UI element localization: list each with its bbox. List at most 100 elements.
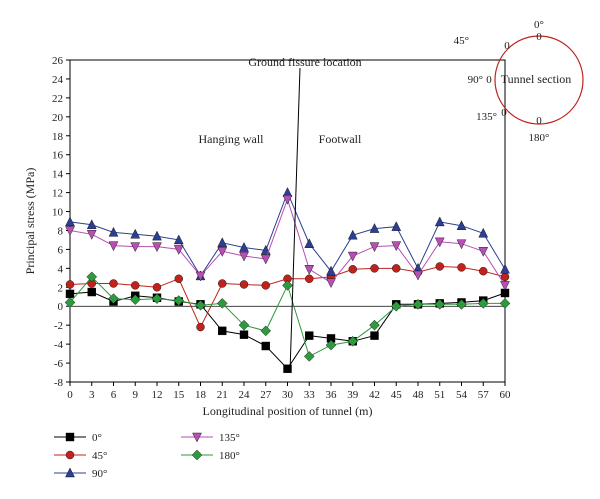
y-tick-label: 22 bbox=[52, 93, 63, 105]
data-point bbox=[456, 239, 467, 250]
angle-label-45: 45° bbox=[454, 35, 469, 47]
x-tick-label: 18 bbox=[195, 389, 207, 401]
data-point bbox=[304, 238, 315, 248]
data-point bbox=[217, 237, 228, 247]
data-point bbox=[500, 263, 510, 274]
y-tick-label: 18 bbox=[52, 131, 64, 143]
x-tick-label: 36 bbox=[326, 389, 338, 401]
data-point bbox=[173, 295, 185, 306]
legend-marker bbox=[65, 467, 75, 478]
data-point bbox=[370, 331, 379, 340]
data-point bbox=[65, 280, 75, 289]
x-tick-label: 21 bbox=[217, 389, 228, 401]
data-point bbox=[152, 242, 162, 253]
x-tick-label: 24 bbox=[239, 389, 251, 401]
data-point bbox=[86, 219, 97, 229]
fissure-location-label: Ground fissure location bbox=[248, 55, 361, 69]
x-tick-label: 48 bbox=[413, 389, 425, 401]
y-axis-title: Principal stress (MPa) bbox=[23, 168, 37, 275]
data-point bbox=[370, 264, 379, 273]
x-tick-label: 15 bbox=[173, 389, 185, 401]
tunnel-section-label: Tunnel section bbox=[501, 72, 572, 86]
data-point bbox=[326, 278, 336, 289]
x-tick-label: 6 bbox=[111, 389, 117, 401]
angle-label-90: 90° bbox=[468, 74, 483, 86]
zero-mark-90: 0 bbox=[486, 74, 492, 86]
data-point bbox=[238, 319, 250, 331]
legend-label: 45° bbox=[92, 450, 107, 462]
data-point bbox=[456, 220, 467, 230]
data-point bbox=[64, 297, 76, 308]
x-tick-label: 9 bbox=[133, 389, 139, 401]
y-tick-label: 0 bbox=[58, 301, 64, 313]
data-point bbox=[65, 289, 75, 299]
zero-mark-180: 0 bbox=[536, 115, 542, 127]
data-point bbox=[86, 230, 97, 240]
data-point bbox=[239, 242, 249, 252]
angle-label-0: 0° bbox=[534, 19, 544, 31]
data-point bbox=[500, 272, 510, 282]
data-point bbox=[173, 245, 184, 255]
data-point bbox=[477, 298, 489, 309]
data-point bbox=[434, 299, 446, 310]
footwall-label: Footwall bbox=[319, 132, 362, 146]
data-point bbox=[391, 241, 402, 252]
data-point bbox=[305, 274, 314, 283]
plot-axes: 0 3 6 9 12 15 18 21 24 27 30 33 36 39 42 45 48 51 54 57 60-8… bbox=[23, 55, 511, 418]
data-point bbox=[478, 247, 489, 257]
hanging-wall-label: Hanging wall bbox=[199, 132, 265, 146]
data-point bbox=[304, 265, 315, 275]
angle-label-180: 180° bbox=[529, 132, 550, 144]
legend-marker bbox=[65, 432, 75, 442]
data-point bbox=[87, 287, 96, 297]
data-point bbox=[500, 281, 510, 291]
y-tick-label: 14 bbox=[52, 169, 64, 181]
data-point bbox=[348, 265, 357, 274]
data-point bbox=[260, 325, 272, 337]
data-point bbox=[369, 242, 380, 253]
legend-item: 180° bbox=[181, 449, 240, 462]
data-point bbox=[325, 339, 337, 351]
data-point bbox=[239, 251, 249, 262]
series-4 bbox=[64, 271, 511, 362]
x-tick-label: 27 bbox=[260, 389, 272, 401]
legend-item: 90° bbox=[54, 467, 107, 480]
data-point bbox=[326, 265, 336, 276]
data-point bbox=[108, 293, 119, 304]
data-point bbox=[479, 266, 488, 276]
tunnel-section-circle bbox=[494, 35, 584, 125]
data-point bbox=[196, 322, 205, 332]
data-point bbox=[261, 341, 270, 351]
x-tick-label: 51 bbox=[434, 389, 445, 401]
data-point bbox=[435, 262, 444, 271]
data-point bbox=[65, 226, 75, 236]
legend-item: 135° bbox=[181, 432, 240, 444]
zero-mark-0: 0 bbox=[536, 31, 542, 43]
legend-marker bbox=[65, 450, 75, 460]
plot-annotations: Ground fissure location Hanging wall Foo… bbox=[199, 55, 362, 373]
x-tick-label: 42 bbox=[369, 389, 380, 401]
x-tick-label: 54 bbox=[456, 389, 468, 401]
data-point bbox=[412, 299, 424, 310]
x-tick-label: 45 bbox=[391, 389, 403, 401]
y-tick-label: -4 bbox=[54, 339, 64, 351]
tunnel-section-inset: Tunnel section 0° 45° 90° 135° 180° 0 0 … bbox=[454, 19, 584, 144]
data-point bbox=[218, 326, 227, 336]
data-point bbox=[86, 271, 98, 283]
angle-label-135: 135° bbox=[476, 111, 497, 123]
data-point bbox=[456, 299, 467, 310]
legend-label: 0° bbox=[92, 432, 102, 444]
data-point bbox=[195, 300, 206, 311]
legend-label: 90° bbox=[92, 468, 107, 480]
data-point bbox=[392, 264, 401, 273]
zero-mark-45: 0 bbox=[504, 40, 510, 52]
data-point bbox=[390, 300, 402, 312]
x-tick-label: 0 bbox=[67, 389, 73, 401]
data-point bbox=[151, 293, 163, 304]
data-point bbox=[478, 227, 489, 238]
data-point bbox=[195, 271, 206, 282]
data-point bbox=[347, 335, 359, 347]
fissure-line bbox=[289, 67, 301, 373]
legend-item: 45° bbox=[54, 450, 107, 462]
